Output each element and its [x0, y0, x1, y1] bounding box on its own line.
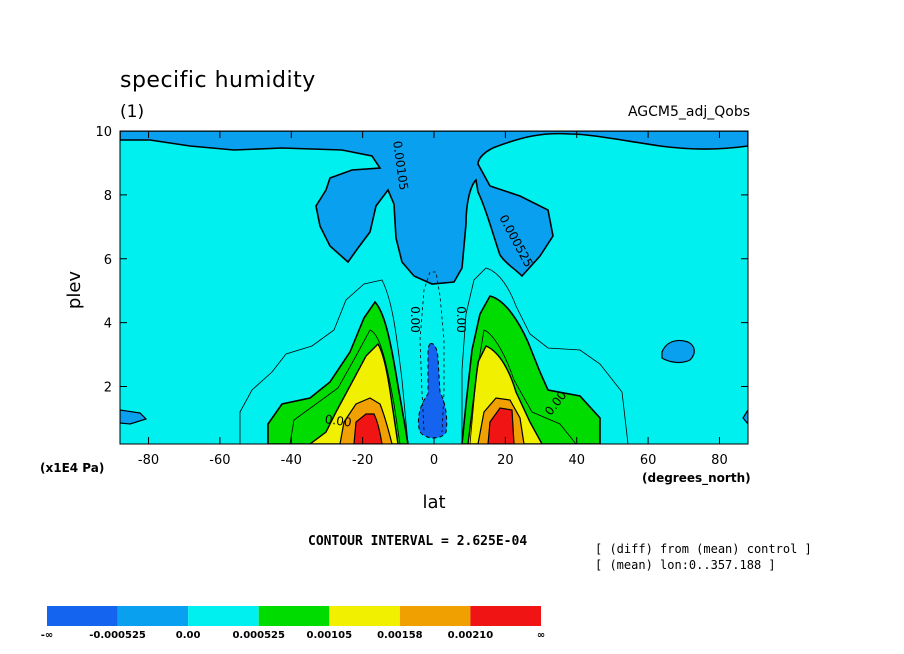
contour-fill: [120, 131, 748, 444]
dataset-name: AGCM5_adj_Qobs: [627, 104, 750, 120]
y-tick-label: 6: [104, 253, 112, 268]
x-tick-label: -80: [138, 453, 159, 468]
colorbar-swatch: [188, 606, 259, 626]
positive-right-red: [487, 407, 515, 444]
contour-line-outer-right: [461, 267, 629, 444]
x-tick-label: 80: [711, 453, 728, 468]
colorbar-swatch: [258, 606, 330, 626]
colorbar-label: 0.00: [176, 630, 201, 641]
negative-region-top: [120, 131, 748, 285]
colorbar-label: 0.000525: [232, 630, 285, 641]
colorbar-label: -∞: [41, 630, 53, 641]
y-tick-label: 4: [104, 317, 112, 332]
colorbar-label: 0.00158: [377, 630, 423, 641]
colorbar-label: 0.00210: [448, 630, 494, 641]
contour-label: 0.00: [408, 306, 422, 333]
contour-line-inner-left: [289, 329, 401, 444]
colorbar-swatch: [470, 606, 541, 626]
y-tick-label: 10: [95, 125, 112, 140]
colorbar-swatch: [329, 606, 400, 626]
chart-title: specific humidity: [120, 68, 316, 93]
contour-line-outer: [239, 279, 409, 444]
y-axis-units: (x1E4 Pa): [40, 461, 104, 475]
y-axis-label: plev: [64, 271, 85, 310]
colorbar-label: 0.00105: [307, 630, 353, 641]
colorbar-swatch: [47, 606, 118, 626]
x-tick-label: -60: [209, 453, 230, 468]
x-axis-label: lat: [422, 492, 445, 513]
x-tick-label: 0: [430, 453, 438, 468]
negative-spot-left: [120, 409, 148, 425]
x-tick-label: 20: [497, 453, 514, 468]
x-tick-label: -40: [281, 453, 302, 468]
note-diff: [ (diff) from (mean) control ]: [595, 542, 812, 556]
contour-label: 0.00105: [390, 140, 411, 191]
colorbar-label: ∞: [537, 630, 545, 641]
contour-line-center: [419, 271, 445, 433]
contour-interval: CONTOUR INTERVAL = 2.625E-04: [308, 534, 528, 549]
chart-subtitle: (1): [120, 102, 145, 122]
x-axis: -80 -60 -40 -20 0 20 40 60 80: [138, 131, 728, 468]
x-tick-label: 40: [568, 453, 585, 468]
contour-line-inner-right: [469, 329, 577, 444]
positive-left-red: [353, 413, 383, 444]
colorbar: -∞ -0.000525 0.00 0.000525 0.00105 0.00158 0.0…: [41, 606, 545, 641]
contour-label: 0.00: [324, 412, 352, 430]
x-tick-label: -20: [352, 453, 373, 468]
negative-spot-right: [661, 339, 695, 364]
note-mean: [ (mean) lon:0..357.188 ]: [595, 558, 776, 572]
contour-label: 0.00: [454, 306, 468, 333]
colorbar-swatch: [117, 606, 189, 626]
negative-spot-edge: [742, 408, 748, 425]
x-axis-units: (degrees_north): [642, 471, 751, 486]
x-tick-label: 60: [640, 453, 657, 468]
y-tick-label: 2: [104, 381, 112, 396]
y-tick-label: 8: [104, 189, 112, 204]
y-axis: 2 4 6 8 10: [95, 125, 748, 396]
colorbar-swatch: [399, 606, 471, 626]
colorbar-label: -0.000525: [89, 630, 146, 641]
